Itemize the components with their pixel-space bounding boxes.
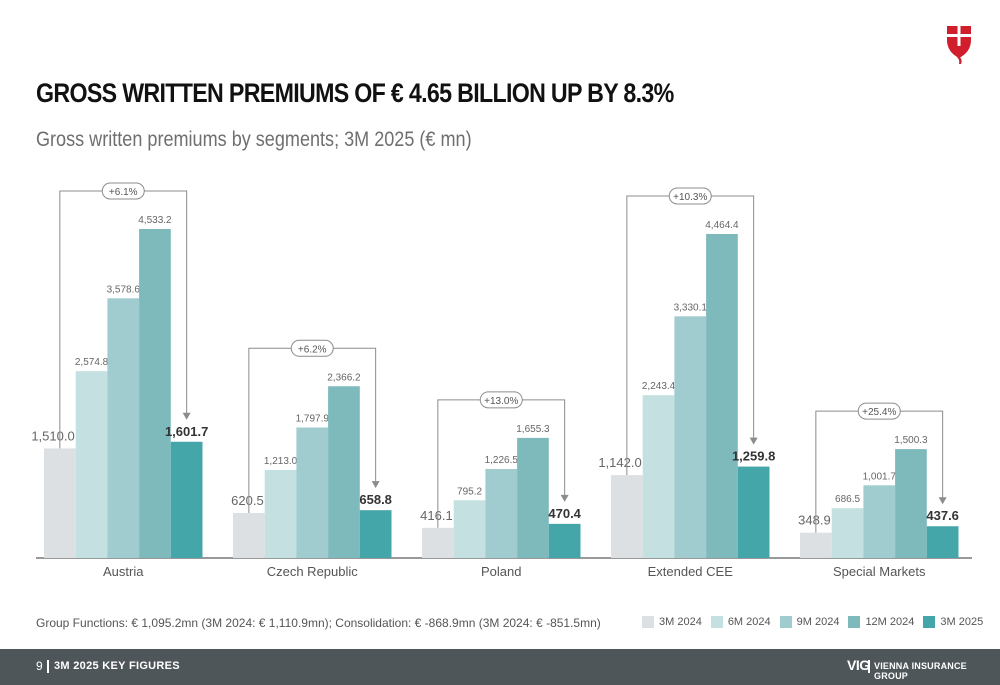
footer-divider (47, 660, 49, 673)
growth-badge (857, 402, 901, 420)
category-label: Special Markets (833, 564, 926, 579)
bar (328, 386, 360, 558)
bar (517, 437, 549, 558)
data-label: 2,574.8 (75, 357, 109, 368)
bar (800, 532, 832, 558)
data-label: 620.5 (231, 493, 264, 508)
legend-swatch (642, 616, 654, 628)
legend-swatch (779, 616, 792, 628)
growth-arrowhead (749, 437, 758, 445)
category-label: Poland (481, 564, 521, 579)
legend-label: 3M 2024 (659, 616, 702, 628)
growth-label: +25.4% (862, 407, 896, 418)
bar (139, 229, 171, 558)
bar (737, 466, 770, 558)
legend-item-6m-2024: 6M 2024 (710, 616, 771, 628)
bar (485, 468, 518, 558)
bar (895, 449, 927, 558)
footer-bar: 9 3M 2025 KEY FIGURES VIG VIENNA INSURAN… (0, 649, 1000, 685)
growth-label: +10.3% (673, 192, 707, 203)
data-label: 686.5 (835, 494, 860, 505)
bar (863, 485, 896, 558)
growth-badge (290, 339, 334, 357)
chart-legend: 3M 2024 6M 2024 9M 2024 12M 2024 3M 2025 (642, 616, 983, 628)
bar (107, 298, 140, 558)
footer-label: 3M 2025 KEY FIGURES (54, 660, 180, 672)
growth-arrowhead (371, 481, 380, 489)
data-label: 2,366.2 (327, 372, 361, 383)
growth-label: +6.1% (109, 187, 138, 198)
bar (422, 527, 454, 558)
data-label: 1,797.9 (296, 414, 330, 425)
vig-shield-logo-icon (947, 26, 971, 64)
growth-arrowhead (938, 497, 947, 505)
footnote: Group Functions: € 1,095.2mn (3M 2024: €… (36, 616, 601, 630)
data-label: 3,330.1 (674, 302, 708, 313)
bar (831, 508, 864, 558)
growth-arrowhead (560, 494, 569, 502)
vig-wordmark: VIG (847, 657, 870, 673)
data-label: 1,510.0 (31, 428, 74, 443)
category-label: Extended CEE (648, 564, 734, 579)
category-label: Austria (103, 564, 144, 579)
bar (44, 448, 76, 558)
bar (170, 441, 203, 558)
gwp-by-segment-chart: 1,510.0 2,574.8 3,578.6 4,533.2 1,601.7 +6.1%… (31, 182, 972, 579)
data-label: 3,578.6 (107, 284, 141, 295)
legend-label: 9M 2024 (796, 616, 840, 628)
growth-badge (668, 187, 712, 205)
legend-swatch (923, 616, 936, 628)
growth-badge (479, 391, 523, 409)
data-label: 2,243.4 (642, 381, 676, 392)
data-label: 1,142.0 (598, 455, 641, 470)
data-label: 437.6 (926, 508, 959, 523)
data-label: 348.9 (798, 513, 831, 528)
bar (642, 395, 675, 558)
legend-label: 3M 2025 (940, 616, 984, 628)
data-label: 658.8 (359, 492, 392, 507)
bar (233, 512, 265, 558)
growth-label: +6.2% (298, 344, 327, 355)
data-label: 416.1 (420, 508, 453, 523)
bar (926, 526, 959, 558)
brand-name: VIENNA INSURANCE GROUP (874, 661, 967, 681)
growth-badge (101, 182, 145, 200)
page-title: GROSS WRITTEN PREMIUMS OF € 4.65 BILLION… (36, 78, 674, 108)
footer-brand-divider (868, 660, 870, 673)
bar (674, 316, 707, 558)
data-label: 795.2 (457, 486, 482, 497)
data-label: 1,601.7 (165, 424, 208, 439)
bar (359, 510, 392, 558)
data-label: 1,226.5 (485, 455, 519, 466)
growth-arrowhead (182, 412, 191, 420)
bar (548, 523, 581, 558)
data-label: 1,001.7 (863, 471, 897, 482)
data-label: 4,464.4 (705, 220, 739, 231)
legend-item-12m-2024: 12M 2024 (848, 616, 914, 628)
page-number: 9 (36, 659, 43, 673)
bar (264, 469, 297, 558)
data-label: 4,533.2 (138, 215, 172, 226)
bar (611, 475, 643, 558)
legend-swatch (848, 616, 861, 628)
data-label: 1,655.3 (516, 424, 550, 435)
data-label: 470.4 (548, 506, 581, 521)
bar (453, 500, 486, 558)
bar (296, 427, 329, 558)
data-label: 1,500.3 (894, 435, 928, 446)
chart-subtitle: Gross written premiums by segments; 3M 2… (36, 128, 472, 151)
legend-swatch (710, 616, 723, 628)
data-label: 1,213.0 (264, 456, 298, 467)
legend-label: 12M 2024 (865, 616, 915, 628)
growth-label: +13.0% (484, 396, 518, 407)
legend-item-3m-2024: 3M 2024 (642, 616, 702, 628)
legend-item-9m-2024: 9M 2024 (779, 616, 840, 628)
legend-label: 6M 2024 (727, 616, 771, 628)
legend-item-3m-2025: 3M 2025 (923, 616, 983, 628)
data-label: 1,259.8 (732, 449, 775, 464)
bar (706, 233, 738, 558)
category-label: Czech Republic (267, 564, 359, 579)
bar (75, 371, 108, 558)
